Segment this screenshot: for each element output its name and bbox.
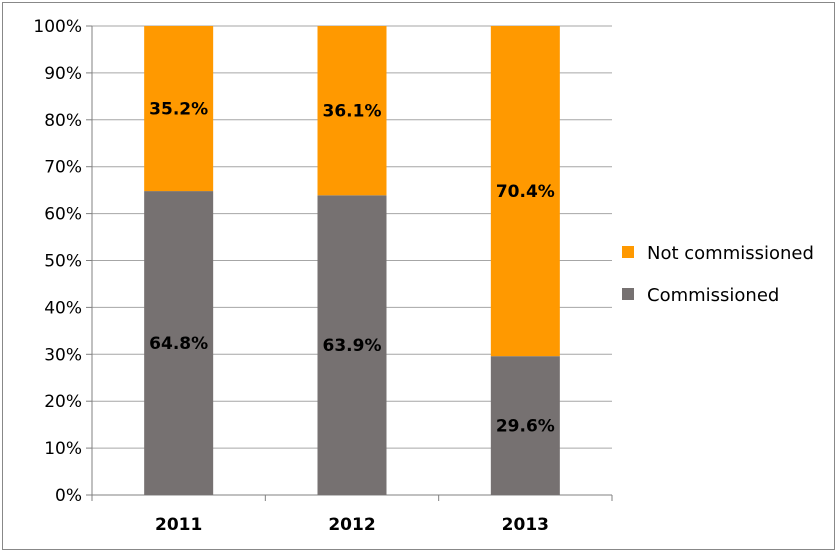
data-label: 63.9% (323, 336, 382, 356)
y-tick-label: 10% (44, 439, 82, 459)
y-tick-label: 60% (44, 205, 82, 225)
y-tick-label: 80% (44, 111, 82, 131)
y-tick-label: 100% (33, 17, 82, 37)
legend-label: Commissioned (647, 285, 779, 306)
legend-swatch (622, 246, 634, 258)
y-tick-label: 50% (44, 252, 82, 272)
data-label: 29.6% (496, 417, 555, 437)
legend-label: Not commissioned (647, 243, 814, 264)
bar-segment-not-commissioned (317, 26, 387, 196)
data-label: 35.2% (149, 100, 208, 120)
bar-segment-not-commissioned (144, 26, 214, 192)
data-label: 70.4% (496, 182, 555, 202)
data-labels: 64.8% 35.2% 63.9% 36.1% 29.6% 70.4% (149, 100, 555, 437)
x-category-label: 2012 (328, 515, 375, 535)
data-label: 36.1% (323, 102, 382, 122)
y-tick-label: 30% (44, 345, 82, 365)
bar-segment-commissioned (490, 356, 560, 495)
bar-segment-commissioned (144, 191, 214, 495)
data-label: 64.8% (149, 334, 208, 354)
bar-segment-commissioned (317, 195, 387, 495)
y-tick-label: 0% (55, 486, 82, 506)
legend-swatch (622, 288, 634, 300)
x-category-label: 2011 (155, 515, 202, 535)
x-category-label: 2013 (502, 515, 549, 535)
y-tick-label: 40% (44, 298, 82, 318)
y-tick-label: 90% (44, 64, 82, 84)
legend: Not commissioned Commissioned (622, 243, 814, 306)
bar-segment-not-commissioned (490, 26, 560, 357)
y-tick-label: 20% (44, 392, 82, 412)
bars (144, 26, 560, 495)
y-tick-label: 70% (44, 158, 82, 178)
